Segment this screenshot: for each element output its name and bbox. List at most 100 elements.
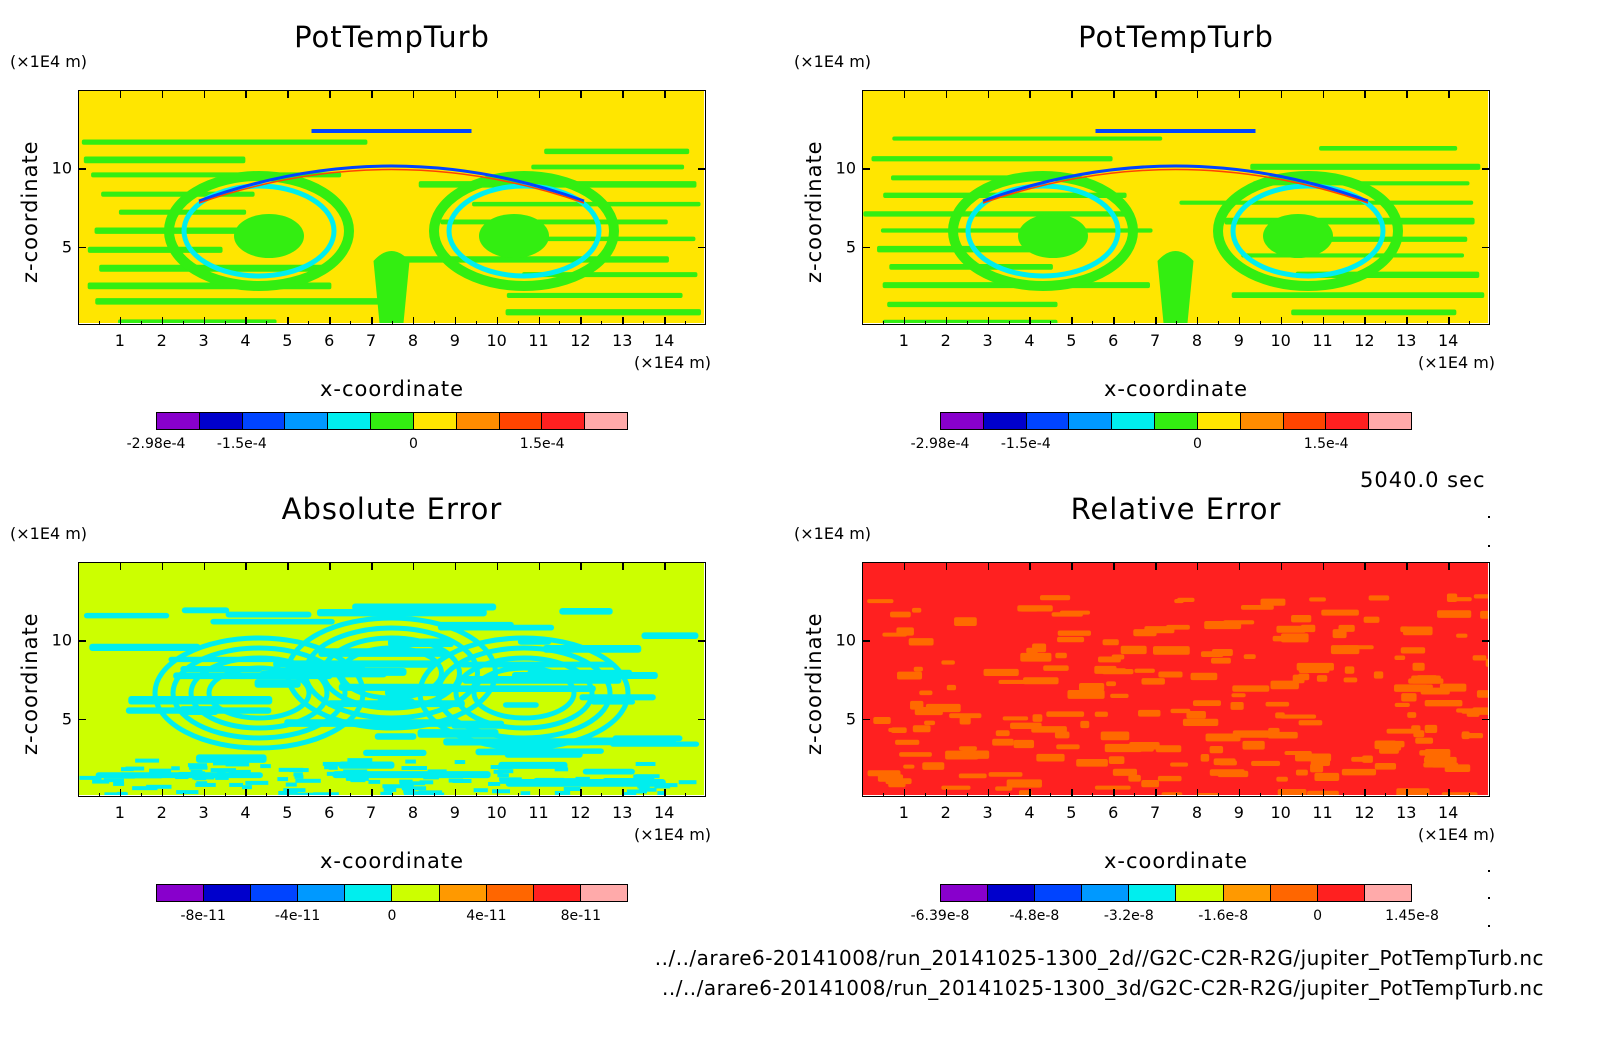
error-ring xyxy=(471,665,577,721)
colorbar-segment xyxy=(1129,885,1177,901)
colorbar-label: -1.5e-4 xyxy=(1000,436,1051,452)
error-speck xyxy=(365,772,379,777)
x-tick-mark xyxy=(622,90,624,98)
error-speck xyxy=(1133,629,1157,637)
x-minor-tick xyxy=(643,793,645,797)
error-speck xyxy=(326,771,348,776)
field-band xyxy=(544,148,690,155)
field-band xyxy=(863,211,1130,217)
error-speck xyxy=(1420,687,1450,695)
error-ring xyxy=(435,645,613,741)
colorbar-label: -4e-11 xyxy=(274,908,321,924)
error-speck xyxy=(187,763,208,768)
field-band xyxy=(374,733,417,740)
x-minor-tick xyxy=(882,793,884,797)
field-band xyxy=(882,319,1058,323)
x-minor-tick xyxy=(412,793,414,797)
error-speck xyxy=(873,716,891,724)
error-speck xyxy=(897,671,923,680)
front-curve xyxy=(982,168,1369,204)
x-tick-mark xyxy=(287,562,289,570)
error-speck xyxy=(1446,593,1458,602)
error-speck xyxy=(324,765,334,770)
colorbar-label: -6.39e-8 xyxy=(910,908,970,924)
y-axis-label: z-coordinate xyxy=(18,611,42,755)
x-minor-tick xyxy=(1196,793,1198,797)
field-band xyxy=(225,611,312,618)
x-tick-mark xyxy=(371,90,373,98)
chart-panel: Absolute Error (×1E4 m) 1 2 3 4 5 6 7 8 9 10 11 12 13 1… xyxy=(0,472,780,942)
x-tick-mark xyxy=(496,90,499,98)
x-tick-label: 2 xyxy=(156,331,167,350)
error-speck xyxy=(995,730,1010,737)
error-speck xyxy=(1316,675,1328,682)
x-minor-tick xyxy=(392,793,393,797)
error-speck xyxy=(278,790,287,795)
error-speck xyxy=(1400,647,1426,654)
x-tick-mark xyxy=(1406,90,1408,98)
x-tick-mark xyxy=(945,562,948,570)
error-speck xyxy=(895,739,920,745)
error-speck xyxy=(125,766,145,771)
error-speck xyxy=(1036,753,1065,762)
error-speck xyxy=(1182,718,1219,727)
x-tick-label: 7 xyxy=(1149,803,1161,822)
field-band xyxy=(83,612,170,619)
x-minor-tick xyxy=(371,321,373,325)
x-tick-mark xyxy=(1238,90,1241,98)
error-speck xyxy=(190,769,203,774)
error-speck xyxy=(601,779,623,784)
x-tick-label: 6 xyxy=(324,331,335,350)
error-speck xyxy=(1437,610,1472,618)
x-tick-mark xyxy=(1196,562,1199,570)
error-speck xyxy=(1265,701,1290,707)
x-minor-tick xyxy=(140,793,142,797)
error-speck xyxy=(1230,702,1244,710)
field-band xyxy=(880,228,1153,233)
error-speck xyxy=(995,786,1013,791)
x-minor-tick xyxy=(98,793,100,797)
x-tick-mark xyxy=(496,562,499,570)
error-speck xyxy=(1134,668,1155,673)
x-tick-mark xyxy=(664,90,666,98)
error-speck xyxy=(1211,648,1233,657)
error-speck xyxy=(988,772,1023,777)
heatmap-field xyxy=(863,563,1488,795)
colorbar-segment xyxy=(1035,885,1083,901)
x-minor-tick xyxy=(454,793,456,797)
colorbar xyxy=(940,412,1412,430)
error-speck xyxy=(912,725,931,733)
error-speck xyxy=(1407,712,1417,718)
x-tick-mark xyxy=(329,562,331,570)
error-speck xyxy=(563,787,581,792)
error-speck xyxy=(92,779,110,784)
x-minor-tick xyxy=(454,321,456,325)
error-speck xyxy=(602,782,623,787)
x-minor-tick xyxy=(559,793,561,797)
x-tick-label: 7 xyxy=(365,331,377,350)
colorbar-segment xyxy=(1240,413,1284,429)
x-tick-label: 7 xyxy=(1149,331,1161,350)
x-minor-tick xyxy=(1469,321,1471,325)
y-axis-unit: (×1E4 m) xyxy=(794,52,872,71)
error-speck xyxy=(1298,673,1310,681)
error-speck xyxy=(1223,620,1255,625)
error-speck xyxy=(1291,615,1312,623)
error-speck xyxy=(1078,682,1105,691)
error-speck xyxy=(637,784,650,789)
error-speck xyxy=(1076,759,1108,767)
x-tick-label: 13 xyxy=(1396,803,1417,822)
field-band xyxy=(87,246,223,253)
x-minor-tick xyxy=(643,321,645,325)
x-minor-tick xyxy=(1301,793,1303,797)
error-speck xyxy=(1456,633,1468,638)
error-speck xyxy=(343,769,368,774)
x-minor-tick xyxy=(1134,321,1136,325)
colorbar-segment xyxy=(298,885,346,901)
x-minor-tick xyxy=(945,321,947,325)
error-speck xyxy=(1472,655,1487,661)
top-stripe xyxy=(1095,129,1256,133)
colorbar-segment xyxy=(199,413,243,429)
x-tick-label: 8 xyxy=(1191,331,1203,350)
error-speck xyxy=(1192,700,1221,707)
